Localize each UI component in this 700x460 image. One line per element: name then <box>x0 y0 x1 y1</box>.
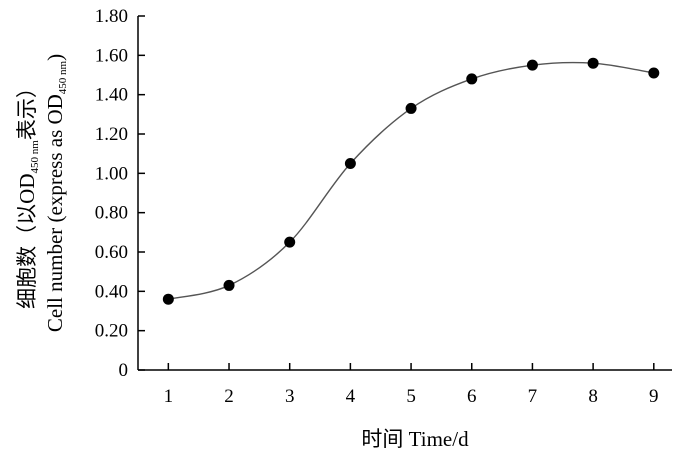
x-tick-label: 2 <box>224 386 234 407</box>
y-tick-label: 1.40 <box>95 85 128 106</box>
x-ticks: 1 2 3 4 5 6 7 8 9 <box>164 363 659 407</box>
axes <box>137 16 672 371</box>
data-point <box>284 236 296 248</box>
y-title-1-suffix: 表示） <box>15 77 39 140</box>
data-point <box>587 57 599 69</box>
y-title-1-sub: 450 nm <box>29 140 41 174</box>
data-point <box>526 59 538 71</box>
x-tick-label: 5 <box>406 386 416 407</box>
y-title-1-prefix: 细胞数（以OD <box>15 173 39 308</box>
y-title-2-prefix: Cell number (express as OD <box>43 94 67 332</box>
y-tick-label: 1.80 <box>95 6 128 27</box>
y-tick-label: 0.80 <box>95 203 128 224</box>
data-markers <box>162 57 660 305</box>
y-tick-label: 0.40 <box>95 281 128 302</box>
x-tick-label: 6 <box>467 386 477 407</box>
y-title-2-suffix: ) <box>43 54 67 61</box>
y-axis-title-english: Cell number (express as OD450 nm) <box>43 54 69 332</box>
x-tick-label: 7 <box>528 386 538 407</box>
y-axis-title: 细胞数（以OD450 nm表示） Cell number (express as… <box>15 54 69 332</box>
data-point <box>466 73 478 85</box>
y-tick-label: 1.20 <box>95 124 128 145</box>
y-ticks: 0 0.20 0.40 0.60 0.80 1.00 1.20 1.40 1.60 1.80 <box>95 6 145 381</box>
data-point <box>648 67 660 79</box>
data-point <box>223 279 235 291</box>
x-axis-title: 时间 Time/d <box>361 427 469 451</box>
y-tick-label: 1.60 <box>95 45 128 66</box>
x-tick-label: 1 <box>164 386 174 407</box>
y-axis-title-chinese: 细胞数（以OD450 nm表示） <box>15 77 41 309</box>
y-tick-label: 0.20 <box>95 321 128 342</box>
y-tick-label: 0 <box>119 360 129 381</box>
x-tick-label: 4 <box>346 386 356 407</box>
y-tick-label: 0.60 <box>95 242 128 263</box>
x-tick-label: 3 <box>285 386 295 407</box>
x-tick-label: 8 <box>588 386 598 407</box>
data-point <box>405 102 417 114</box>
x-tick-label: 9 <box>649 386 659 407</box>
data-point <box>344 158 356 169</box>
series-line <box>168 61 654 300</box>
y-title-2-sub: 450 nm <box>57 60 69 94</box>
data-point <box>162 293 174 305</box>
y-tick-label: 1.00 <box>95 163 128 184</box>
